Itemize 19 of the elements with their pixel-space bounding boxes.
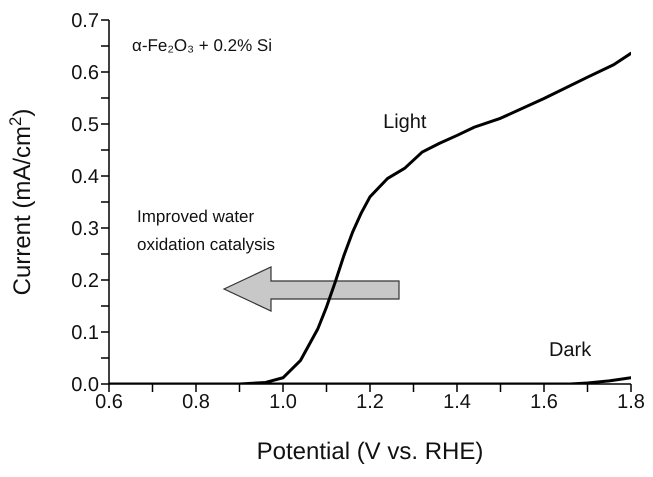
x-tick-label: 0.8	[182, 391, 210, 414]
y-tick-label: 0.6	[71, 62, 99, 84]
y-tick-label: 0.5	[71, 114, 99, 136]
y-tick-label: 0.2	[71, 270, 99, 292]
x-tick-label: 1.4	[443, 391, 471, 414]
y-tick-label: 0.1	[71, 322, 99, 344]
annotation: Improved water oxidation catalysis	[137, 206, 276, 256]
series-label: Light	[383, 111, 427, 134]
x-tick-label: 1.2	[356, 391, 384, 414]
y-tick-label: 0.3	[71, 218, 99, 240]
x-tick-label: 1.6	[530, 391, 558, 414]
y-tick-label: 0.4	[71, 166, 99, 188]
x-tick-label: 1.0	[269, 391, 297, 414]
series-label: Dark	[548, 339, 592, 361]
annotation: α-Fe₂O₃ + 0.2% Si	[132, 36, 272, 56]
x-axis-title: Potential (V vs. RHE)	[256, 438, 484, 465]
x-tick-label: 0.6	[95, 391, 123, 414]
x-tick-label: 1.8	[617, 391, 645, 414]
y-tick-label: 0.7	[71, 10, 99, 32]
